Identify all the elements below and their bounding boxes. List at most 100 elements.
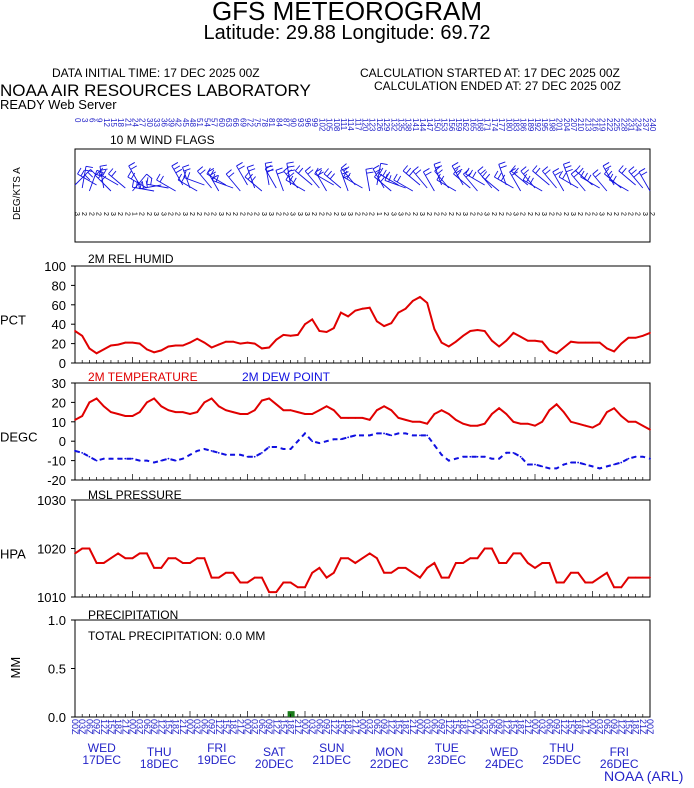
x-hour-label: 12Z [444,719,454,735]
wind-time-label: 3 [80,118,89,123]
wind-direction-label: 3 [260,212,267,216]
wind-time-label: 99 [310,118,319,127]
data-point [505,562,508,564]
wind-direction-label: 2 [591,212,598,216]
wind-direction-label: 3 [483,212,490,216]
y-tick-label: 30 [52,376,66,391]
wind-barb-feather [535,167,541,174]
wind-time-label: 69 [238,118,247,127]
wind-time-label: 42 [174,118,183,127]
series-line [74,431,651,470]
data-point [296,411,299,413]
wind-direction-label: 3 [159,212,166,216]
x-hour-label: 00Z [473,719,483,735]
wind-barb-feather [374,171,380,178]
data-point [534,339,536,342]
data-point [404,432,407,435]
wind-barb-feather [80,169,85,177]
data-point [210,397,213,400]
data-point [275,591,278,594]
chart-title: GFS METEOROGRAM [211,0,483,26]
wind-direction-label: 2 [648,212,655,216]
data-point [304,432,306,435]
y-tick-label: 1030 [37,493,66,508]
wind-barb-feather [314,167,319,175]
wind-direction-label: 2 [123,212,130,216]
data-point [426,567,429,569]
data-point [210,450,213,452]
chart-subtitle: Latitude: 29.88 Longitude: 69.72 [203,22,491,44]
data-point [289,448,292,450]
data-point [246,455,249,458]
wind-time-label: 174 [490,118,499,132]
wind-time-label: 213 [583,118,592,132]
wind-barb [384,180,406,189]
wind-barb [225,173,241,192]
wind-direction-label: 3 [346,212,353,216]
data-point [469,424,472,427]
wind-barb-feather [380,162,388,165]
wind-barb-feather [564,165,572,169]
data-point [570,420,572,423]
x-hour-label: 12Z [99,719,109,735]
data-point [88,547,91,550]
data-point [268,446,270,448]
wind-barb-feather [100,175,107,182]
data-point [145,552,148,555]
data-point [361,307,364,310]
wind-barb-feather [283,166,290,172]
wind-barb-feather [477,166,484,172]
wind-barb-feather [265,165,272,170]
data-point [289,334,292,337]
x-date-label: 26DEC [600,757,639,771]
data-point [88,401,91,404]
wind-barb [285,179,306,192]
data-point [110,411,112,413]
x-day-label: WED [490,745,518,759]
wind-time-label: 57 [210,118,219,127]
wind-direction-label: 3 [598,212,605,216]
data-point [433,413,436,415]
data-initial-time: DATA INITIAL TIME: 17 DEC 2025 00Z [52,66,260,80]
data-point [383,432,385,435]
data-point [110,344,112,347]
data-point [189,562,191,564]
wind-barb-feather [372,165,380,170]
wind-barb-feather [592,169,599,175]
x-hour-label: 03Z [480,719,490,735]
data-point [340,311,342,314]
wind-barb-feather [343,166,350,172]
wind-barb [379,173,399,186]
data-point [203,448,206,450]
data-point [447,413,450,415]
wind-barb-feather [212,173,216,181]
data-point [332,409,335,412]
wind-direction-label: 2 [80,212,87,216]
data-point [591,465,594,468]
data-point [311,571,314,574]
data-point [102,457,105,460]
wind-barb [77,173,97,186]
data-point [512,332,515,334]
wind-barb [88,170,98,192]
data-point [541,420,544,423]
precip-total-annotation: TOTAL PRECIPITATION: 0.0 MM [88,629,265,643]
wind-direction-label: 2 [382,212,389,216]
wind-barb-feather [435,165,443,169]
wind-direction-label: 2 [166,212,173,216]
data-point [145,401,148,404]
x-hour-label: 21Z [350,719,360,735]
data-point [634,420,637,423]
wind-direction-label: 2 [468,212,475,216]
data-point [411,300,414,302]
wind-barb [108,173,126,189]
data-point [627,576,630,579]
wind-time-label: 186 [519,118,528,132]
data-point [548,467,551,470]
wind-direction-label: 1 [131,212,138,216]
y-tick-label: 100 [44,259,66,274]
y-tick-label: 60 [52,298,66,313]
data-point [505,339,508,342]
data-point [124,457,127,460]
wind-barb-feather [479,169,486,175]
